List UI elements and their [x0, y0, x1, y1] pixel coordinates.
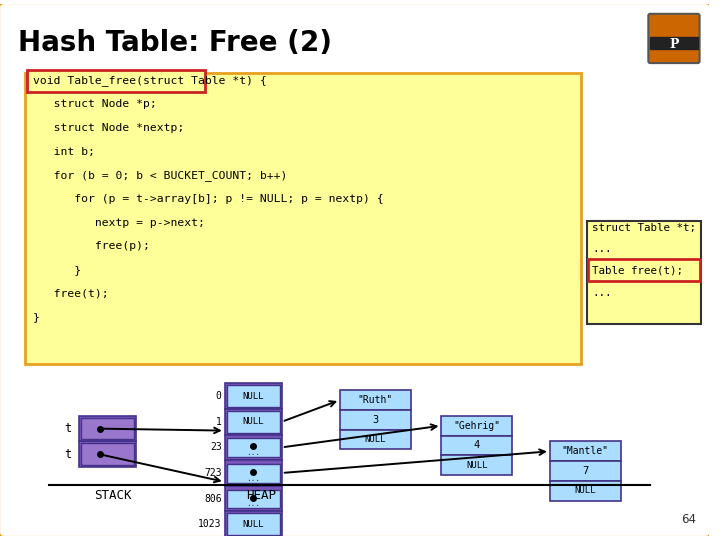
- Text: ...: ...: [246, 500, 260, 509]
- Text: STACK: STACK: [94, 489, 132, 502]
- FancyBboxPatch shape: [227, 464, 280, 483]
- Text: "Gehrig": "Gehrig": [454, 421, 500, 431]
- FancyBboxPatch shape: [550, 481, 621, 501]
- Text: free(t);: free(t);: [32, 289, 108, 299]
- Text: Hash Table: Free (2): Hash Table: Free (2): [18, 29, 332, 57]
- Text: NULL: NULL: [243, 519, 264, 529]
- FancyBboxPatch shape: [81, 443, 134, 465]
- Text: NULL: NULL: [243, 417, 264, 426]
- Text: "Mantle": "Mantle": [562, 446, 609, 456]
- FancyBboxPatch shape: [227, 411, 280, 433]
- Text: struct Node *p;: struct Node *p;: [32, 99, 156, 110]
- FancyBboxPatch shape: [441, 416, 513, 436]
- FancyBboxPatch shape: [225, 383, 282, 409]
- Text: 1: 1: [216, 417, 222, 427]
- FancyBboxPatch shape: [27, 70, 204, 92]
- FancyBboxPatch shape: [227, 490, 280, 509]
- FancyBboxPatch shape: [340, 410, 411, 430]
- FancyBboxPatch shape: [227, 438, 280, 457]
- FancyBboxPatch shape: [340, 430, 411, 449]
- FancyBboxPatch shape: [225, 460, 282, 486]
- FancyBboxPatch shape: [227, 514, 280, 535]
- FancyBboxPatch shape: [24, 73, 581, 363]
- FancyBboxPatch shape: [588, 259, 700, 281]
- Text: struct Table *t;: struct Table *t;: [592, 222, 696, 233]
- FancyBboxPatch shape: [225, 409, 282, 435]
- Text: for (b = 0; b < BUCKET_COUNT; b++): for (b = 0; b < BUCKET_COUNT; b++): [32, 170, 287, 181]
- Text: HEAP: HEAP: [246, 489, 276, 502]
- Bar: [650, 37, 698, 49]
- FancyBboxPatch shape: [441, 455, 513, 475]
- Text: int b;: int b;: [32, 147, 94, 157]
- Text: P: P: [669, 38, 679, 51]
- Text: free(p);: free(p);: [32, 241, 149, 251]
- Text: NULL: NULL: [243, 392, 264, 401]
- FancyBboxPatch shape: [81, 418, 134, 440]
- FancyBboxPatch shape: [340, 390, 411, 410]
- Text: 7: 7: [582, 466, 588, 476]
- Text: Table free(t);: Table free(t);: [592, 266, 683, 276]
- FancyBboxPatch shape: [78, 441, 136, 467]
- Text: 723: 723: [204, 468, 222, 478]
- Text: 64: 64: [680, 513, 696, 526]
- Text: ...: ...: [246, 448, 260, 457]
- Text: 3: 3: [372, 415, 379, 425]
- Text: NULL: NULL: [575, 486, 596, 495]
- FancyBboxPatch shape: [225, 486, 282, 511]
- Text: 4: 4: [474, 441, 480, 450]
- Text: for (p = t->array[b]; p != NULL; p = nextp) {: for (p = t->array[b]; p != NULL; p = nex…: [32, 194, 383, 204]
- Text: t: t: [64, 448, 71, 461]
- Text: void Table_free(struct Table *t) {: void Table_free(struct Table *t) {: [32, 76, 266, 86]
- FancyBboxPatch shape: [550, 441, 621, 461]
- Text: NULL: NULL: [466, 461, 487, 470]
- Text: t: t: [64, 422, 71, 435]
- Text: }: }: [32, 265, 81, 275]
- FancyBboxPatch shape: [78, 416, 136, 441]
- Text: "Ruth": "Ruth": [358, 395, 393, 405]
- FancyBboxPatch shape: [225, 435, 282, 460]
- Text: ...: ...: [246, 474, 260, 483]
- FancyBboxPatch shape: [550, 461, 621, 481]
- Text: }: }: [32, 312, 40, 322]
- FancyBboxPatch shape: [648, 14, 700, 63]
- FancyBboxPatch shape: [588, 221, 701, 324]
- FancyBboxPatch shape: [225, 511, 282, 537]
- FancyBboxPatch shape: [227, 385, 280, 407]
- Text: ...: ...: [592, 288, 612, 298]
- Text: 0: 0: [216, 391, 222, 401]
- Text: 23: 23: [210, 442, 222, 453]
- FancyBboxPatch shape: [441, 436, 513, 455]
- Text: nextp = p->next;: nextp = p->next;: [32, 218, 204, 228]
- Text: ...: ...: [592, 244, 612, 254]
- Text: 1023: 1023: [198, 519, 222, 529]
- Text: 806: 806: [204, 494, 222, 504]
- Text: NULL: NULL: [364, 435, 386, 444]
- Text: struct Node *nextp;: struct Node *nextp;: [32, 123, 184, 133]
